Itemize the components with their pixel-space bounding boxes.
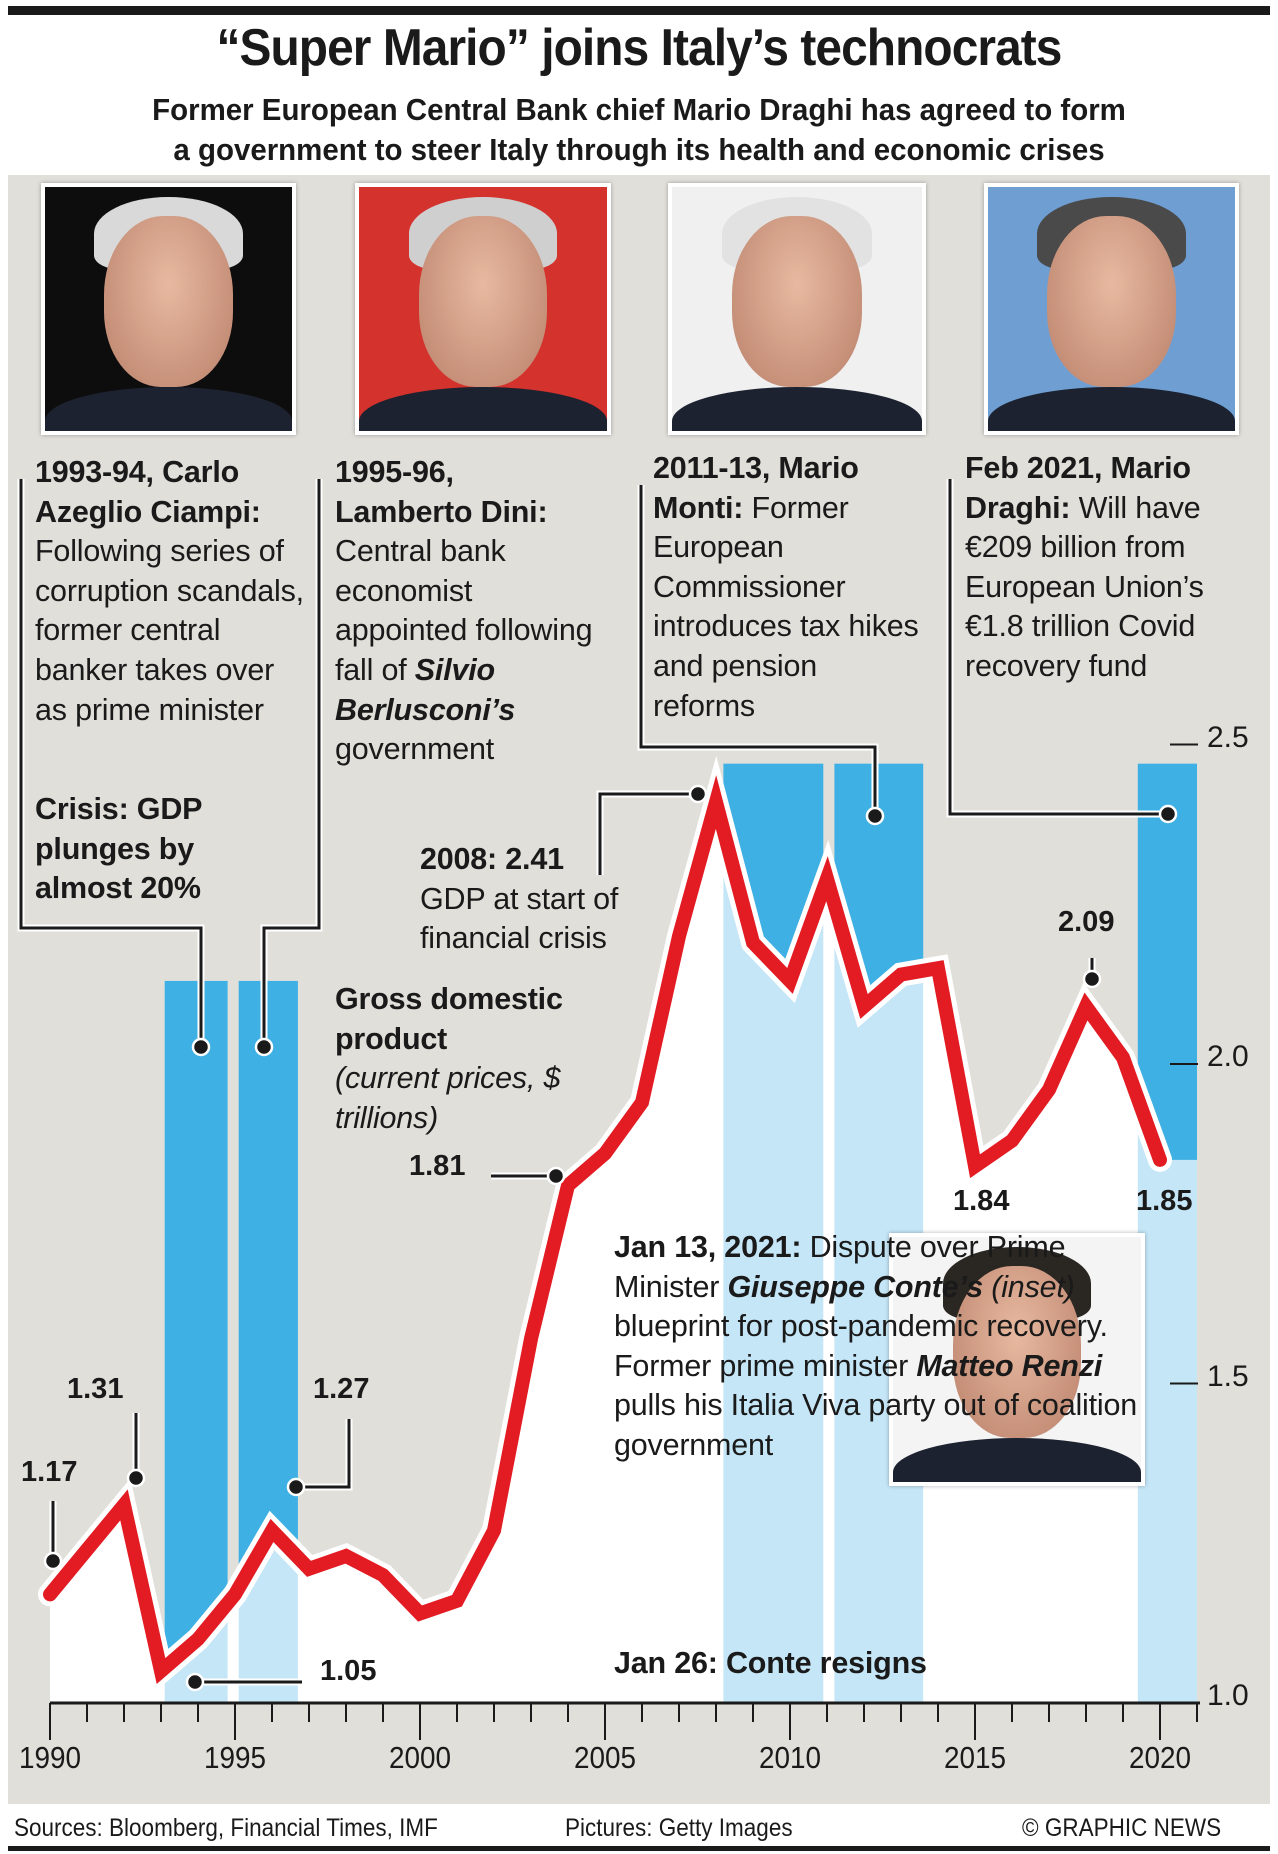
draghi-text: Will have €209 billion from European Uni… [965, 490, 1204, 683]
x-tick-label: 2000 [388, 1740, 452, 1775]
data-label: 1.31 [67, 1373, 124, 1405]
data-label: 2.09 [1058, 906, 1115, 938]
bottom-rule [8, 1846, 1270, 1851]
y-tick-label: 2.5 [1207, 720, 1249, 754]
crisis-2008-leader [598, 792, 698, 875]
monti-note: 2011-13, Mario Monti: Former European Co… [653, 449, 921, 726]
leader-dot [126, 1468, 146, 1488]
leader-dot [1158, 804, 1178, 824]
data-label: 1.85 [1136, 1185, 1193, 1217]
dini-text: Central bank economist appointed followi… [335, 534, 593, 687]
chart-title: Gross domestic product [335, 982, 563, 1056]
chart-units: (current prices, $ trillions) [335, 1061, 561, 1135]
mario-monti-photo [668, 183, 926, 435]
chart-legend-title: Gross domestic product (current prices, $… [335, 980, 625, 1138]
leader-dot [546, 1166, 566, 1186]
crisis-2008-note: 2008: 2.41 GDP at start of financial cris… [420, 840, 660, 959]
y-tick-label: 1.0 [1207, 1679, 1249, 1712]
ciampi-heading: 1993-94, Carlo Azeglio Ciampi: [35, 455, 261, 529]
crisis-note: Crisis: GDP plunges by almost 20% [35, 792, 202, 906]
dini-leader [262, 479, 321, 1047]
conte-heading: Jan 13, 2021: [614, 1230, 802, 1264]
crisis-2008-heading: 2008: 2.41 [420, 842, 564, 876]
monti-heading: 2011-13, Mario Monti: [653, 451, 859, 525]
leader-dot [191, 1037, 211, 1057]
gdp-line [43, 775, 1167, 1685]
data-label: 1.27 [313, 1373, 370, 1405]
renzi-name: Matteo Renzi [916, 1348, 1103, 1383]
leader-dot [254, 1037, 274, 1057]
conte-text-2: blueprint for post-pandemic recovery. Fo… [614, 1309, 1108, 1383]
x-tick-label: 2015 [943, 1740, 1007, 1775]
ciampi-note: 1993-94, Carlo Azeglio Ciampi: Following… [35, 453, 305, 730]
leader-dot [865, 806, 885, 826]
leader-dot [43, 1551, 63, 1571]
leader-dot [1082, 969, 1102, 989]
leader-dot [688, 784, 708, 804]
x-tick-label: 2010 [758, 1740, 822, 1775]
conte-text-3: pulls his Italia Viva party out of coali… [614, 1388, 1137, 1462]
leader-dot [286, 1477, 306, 1497]
subtitle-line-1: Former European Central Bank chief Mario… [152, 92, 1126, 127]
subtitle-line-2: a government to steer Italy through its … [173, 132, 1105, 167]
period-bar-above-ciampi [164, 980, 228, 1672]
y-tick-label: 1.5 [1207, 1359, 1249, 1393]
graphic-news-credit: © GRAPHIC NEWS [1022, 1814, 1222, 1842]
conte-text-1: Dispute over Prime Minister [614, 1230, 1066, 1304]
top-rule [8, 6, 1270, 15]
conte-note: Jan 13, 2021: Dispute over Prime Ministe… [614, 1228, 1144, 1466]
monti-text: Former European Commissioner introduces … [653, 490, 919, 723]
ciampi-text: Following series of corruption scandals,… [35, 534, 304, 727]
conte-name: Giuseppe Conte’s [727, 1269, 983, 1304]
ciampi-leader [19, 479, 203, 1047]
x-tick-label: 1990 [18, 1740, 82, 1775]
subtitle: Former European Central Bank chief Mario… [32, 90, 1246, 170]
draghi-heading: Feb 2021, Mario Draghi: [965, 451, 1191, 525]
giuseppe-conte-photo [889, 1233, 1145, 1486]
mario-draghi-photo [984, 183, 1239, 435]
dini-text-end: government [335, 732, 495, 767]
monti-leader [639, 485, 877, 816]
draghi-note: Feb 2021, Mario Draghi: Will have €209 b… [965, 449, 1255, 687]
dini-heading: 1995-96, Lamberto Dini: [335, 455, 548, 529]
conte-resigns-note: Jan 26: Conte resigns [614, 1646, 927, 1680]
y-tick-label: 2.0 [1207, 1040, 1249, 1073]
data-label: 1.17 [21, 1456, 78, 1488]
x-tick-label: 2020 [1128, 1740, 1192, 1775]
data-label: 1.05 [320, 1655, 377, 1687]
berlusconi-name: Silvio Berlusconi’s [335, 652, 516, 727]
data-label: 1.81 [409, 1150, 466, 1182]
label-leader-1.27 [296, 1419, 351, 1489]
carlo-ciampi-photo [41, 183, 296, 435]
label-leader-1.27-halo [296, 1419, 353, 1491]
crisis-2008-text: GDP at start of financial crisis [420, 881, 619, 956]
picture-credit: Pictures: Getty Images [565, 1814, 793, 1842]
sources: Sources: Bloomberg, Financial Times, IMF [14, 1814, 438, 1842]
data-label: 1.84 [953, 1185, 1010, 1217]
x-tick-label: 1995 [203, 1740, 267, 1775]
page-title: “Super Mario” joins Italy’s technocrats [216, 19, 1063, 77]
inset-note: (inset) [983, 1269, 1075, 1304]
lamberto-dini-photo [355, 183, 611, 435]
draghi-leader [948, 479, 1168, 816]
dini-note: 1995-96, Lamberto Dini: Central bank eco… [335, 453, 595, 770]
leader-dot [185, 1672, 205, 1692]
x-tick-label: 2005 [573, 1740, 637, 1775]
